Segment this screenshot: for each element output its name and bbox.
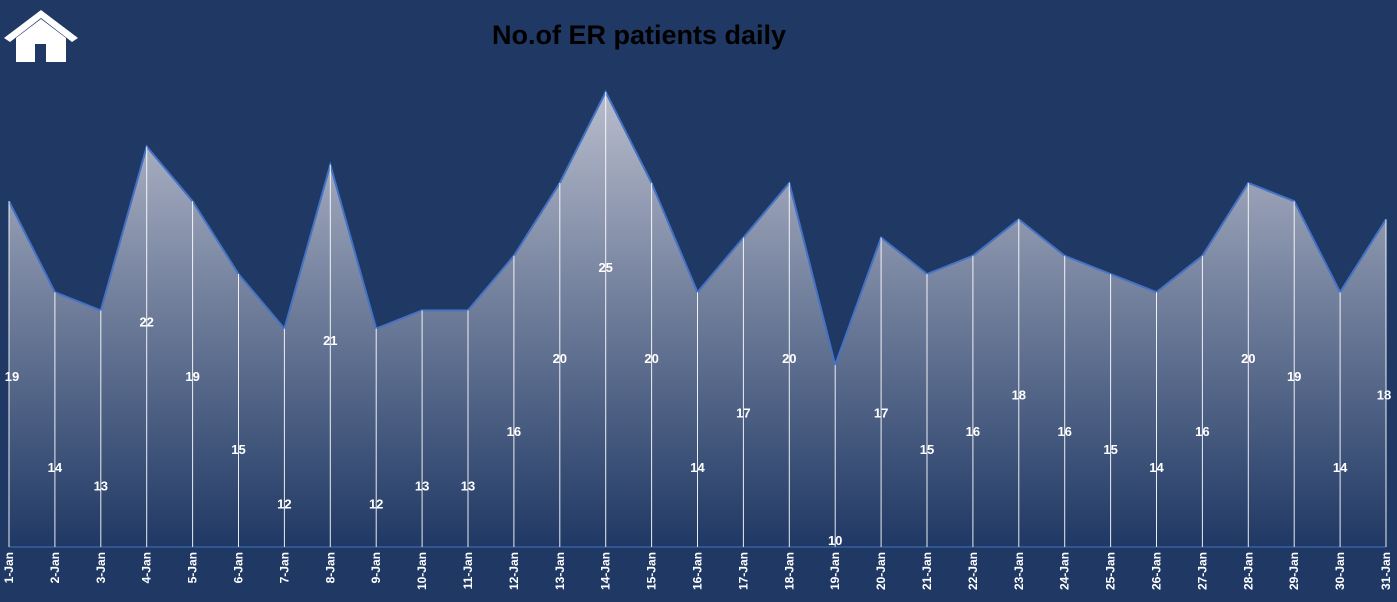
x-tick-label: 1-Jan <box>2 552 16 583</box>
data-label: 20 <box>644 351 658 366</box>
data-label: 16 <box>507 424 521 439</box>
x-tick-label: 29-Jan <box>1287 552 1301 590</box>
data-label: 25 <box>598 260 612 275</box>
data-label: 17 <box>736 406 750 421</box>
x-tick-label: 9-Jan <box>369 552 383 583</box>
data-label: 19 <box>5 369 19 384</box>
data-label: 15 <box>920 442 934 457</box>
x-tick-label: 15-Jan <box>645 552 659 590</box>
x-tick-label: 13-Jan <box>553 552 567 590</box>
data-label: 12 <box>369 497 383 512</box>
x-tick-label: 20-Jan <box>874 552 888 590</box>
data-label: 20 <box>553 351 567 366</box>
x-tick-label: 19-Jan <box>828 552 842 590</box>
data-label: 13 <box>94 478 108 493</box>
data-label: 15 <box>231 442 245 457</box>
data-label: 14 <box>690 460 705 475</box>
data-label: 22 <box>139 315 153 330</box>
home-button[interactable] <box>4 8 78 64</box>
data-label: 20 <box>1241 351 1255 366</box>
data-label: 19 <box>1287 369 1301 384</box>
x-tick-label: 22-Jan <box>966 552 980 590</box>
data-label: 19 <box>185 369 199 384</box>
data-label: 18 <box>1377 387 1391 402</box>
x-tick-label: 11-Jan <box>461 552 475 589</box>
data-label: 13 <box>415 478 429 493</box>
x-tick-label: 28-Jan <box>1241 552 1255 590</box>
data-label: 16 <box>1057 424 1071 439</box>
x-tick-label: 3-Jan <box>94 552 108 583</box>
x-tick-label: 23-Jan <box>1012 552 1026 590</box>
data-label: 10 <box>828 533 842 548</box>
x-tick-label: 14-Jan <box>599 552 613 590</box>
x-tick-label: 21-Jan <box>920 552 934 590</box>
data-label: 16 <box>966 424 980 439</box>
x-tick-label: 25-Jan <box>1104 552 1118 590</box>
x-tick-label: 18-Jan <box>782 552 796 590</box>
x-tick-label: 30-Jan <box>1333 552 1347 590</box>
data-label: 14 <box>1333 460 1348 475</box>
house-icon <box>4 10 78 62</box>
x-tick-label: 4-Jan <box>140 552 154 583</box>
data-label: 12 <box>277 497 291 512</box>
x-tick-label: 6-Jan <box>232 552 246 583</box>
x-tick-label: 7-Jan <box>277 552 291 583</box>
data-label: 17 <box>874 406 888 421</box>
data-label: 18 <box>1012 387 1026 402</box>
data-label: 14 <box>1149 460 1164 475</box>
x-tick-label: 17-Jan <box>736 552 750 590</box>
x-tick-label: 27-Jan <box>1195 552 1209 590</box>
data-label: 13 <box>461 478 475 493</box>
x-tick-label: 5-Jan <box>186 552 200 583</box>
data-label: 21 <box>323 333 337 348</box>
x-tick-label: 10-Jan <box>415 552 429 590</box>
x-tick-label: 24-Jan <box>1058 552 1072 590</box>
x-tick-label: 8-Jan <box>323 552 337 583</box>
x-tick-label: 31-Jan <box>1379 552 1393 590</box>
data-label: 20 <box>782 351 796 366</box>
x-tick-label: 2-Jan <box>48 552 62 583</box>
data-label: 15 <box>1103 442 1117 457</box>
chart-title: No.of ER patients daily <box>492 20 787 50</box>
x-tick-label: 12-Jan <box>507 552 521 590</box>
data-label: 16 <box>1195 424 1209 439</box>
data-label: 14 <box>48 460 63 475</box>
x-tick-label: 26-Jan <box>1150 552 1164 590</box>
x-tick-label: 16-Jan <box>691 552 705 590</box>
